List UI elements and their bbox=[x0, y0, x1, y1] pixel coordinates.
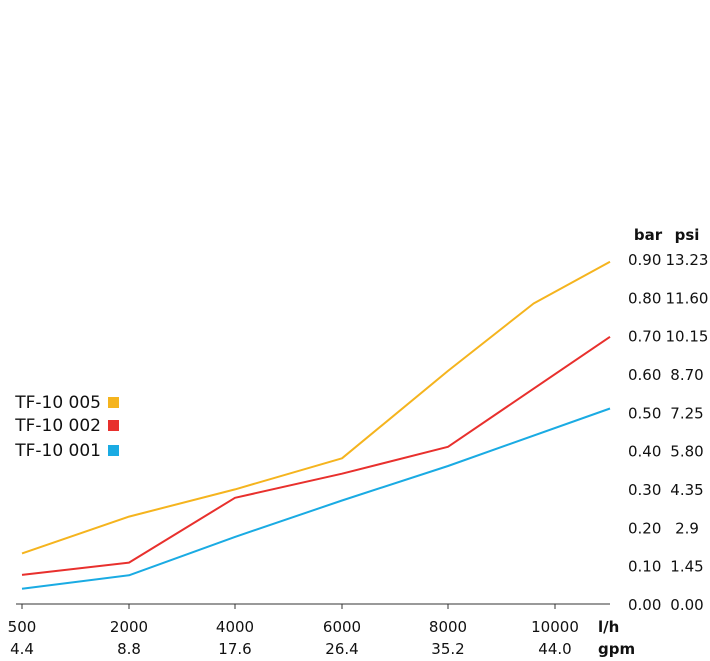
x-tick-label-lh: 8000 bbox=[429, 618, 467, 636]
x-unit-gpm: gpm bbox=[598, 640, 635, 658]
y-tick-label-psi: 7.25 bbox=[670, 404, 703, 422]
legend-label: TF-10 005 bbox=[14, 393, 101, 413]
y-tick-label-psi: 8.70 bbox=[670, 366, 703, 384]
x-tick-label-gpm: 35.2 bbox=[431, 640, 464, 658]
y-tick-label-psi: 1.45 bbox=[670, 558, 703, 576]
y-tick-label-psi: 0.00 bbox=[670, 596, 703, 614]
y-unit-psi: psi bbox=[675, 226, 700, 244]
legend-label: TF-10 002 bbox=[14, 416, 101, 436]
x-tick-label-gpm: 44.0 bbox=[538, 640, 571, 658]
y-tick-label-psi: 4.35 bbox=[670, 481, 703, 499]
y-tick-label-bar: 0.90 bbox=[628, 251, 661, 269]
legend-label: TF-10 001 bbox=[14, 441, 101, 461]
legend-swatch bbox=[108, 397, 119, 408]
legend-swatch bbox=[108, 445, 119, 456]
y-tick-label-psi: 5.80 bbox=[670, 443, 703, 461]
y-tick-label-bar: 0.50 bbox=[628, 404, 661, 422]
x-tick-label-gpm: 8.8 bbox=[117, 640, 141, 658]
series-line-1 bbox=[21, 260, 611, 555]
y-tick-label-bar: 0.30 bbox=[628, 481, 661, 499]
y-tick-label-bar: 0.20 bbox=[628, 519, 661, 537]
y-tick-label-bar: 0.00 bbox=[628, 596, 661, 614]
y-tick-label-bar: 0.10 bbox=[628, 558, 661, 576]
y-tick-label-psi: 11.60 bbox=[666, 289, 709, 307]
y-tick-label-psi: 13.23 bbox=[666, 251, 709, 269]
x-tick-label-lh: 2000 bbox=[110, 618, 148, 636]
x-tick-label-lh: 500 bbox=[8, 618, 37, 636]
x-tick-label-lh: 10000 bbox=[531, 618, 579, 636]
y-tick-label-bar: 0.80 bbox=[628, 289, 661, 307]
legend-swatch bbox=[108, 420, 119, 431]
series-line-2 bbox=[21, 335, 611, 576]
x-unit-lh: l/h bbox=[598, 618, 619, 636]
series-line-3 bbox=[21, 407, 611, 590]
x-tick-label-lh: 4000 bbox=[216, 618, 254, 636]
y-tick-label-psi: 2.9 bbox=[675, 519, 699, 537]
y-tick-label-bar: 0.70 bbox=[628, 328, 661, 346]
x-tick-label-lh: 6000 bbox=[323, 618, 361, 636]
y-tick-label-bar: 0.60 bbox=[628, 366, 661, 384]
y-unit-bar: bar bbox=[634, 226, 663, 244]
x-tick-label-gpm: 26.4 bbox=[325, 640, 358, 658]
x-tick-label-gpm: 17.6 bbox=[218, 640, 251, 658]
y-tick-label-bar: 0.40 bbox=[628, 443, 661, 461]
y-tick-label-psi: 10.15 bbox=[666, 328, 709, 346]
x-tick-label-gpm: 4.4 bbox=[10, 640, 34, 658]
